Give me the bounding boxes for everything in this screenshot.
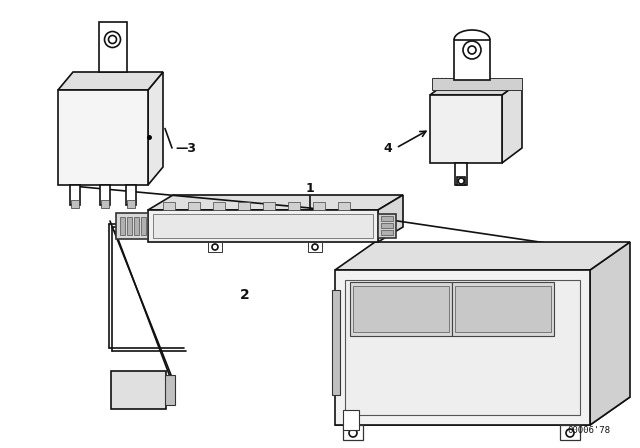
Bar: [165, 375, 175, 405]
Circle shape: [312, 244, 318, 250]
Bar: [126, 185, 136, 205]
Bar: [455, 163, 467, 185]
Bar: [430, 95, 502, 163]
Bar: [454, 40, 490, 80]
Polygon shape: [148, 195, 403, 210]
Polygon shape: [58, 72, 163, 90]
Polygon shape: [430, 80, 522, 95]
Bar: [188, 202, 200, 210]
Bar: [238, 202, 250, 210]
Bar: [134, 217, 139, 235]
Bar: [560, 425, 580, 440]
Circle shape: [463, 41, 481, 59]
Circle shape: [212, 244, 218, 250]
Polygon shape: [378, 195, 403, 242]
Polygon shape: [148, 72, 163, 185]
Bar: [263, 202, 275, 210]
Circle shape: [468, 46, 476, 54]
Bar: [381, 216, 393, 221]
Bar: [288, 202, 300, 210]
Circle shape: [109, 35, 116, 43]
Bar: [381, 230, 393, 235]
Bar: [58, 90, 148, 185]
Bar: [338, 202, 350, 210]
Bar: [127, 217, 132, 235]
Bar: [208, 242, 222, 252]
Polygon shape: [335, 397, 630, 425]
Bar: [120, 217, 125, 235]
Bar: [70, 185, 80, 205]
Bar: [148, 210, 378, 242]
Circle shape: [104, 31, 120, 47]
Circle shape: [349, 429, 357, 437]
Polygon shape: [502, 80, 522, 163]
Circle shape: [458, 178, 464, 184]
Bar: [381, 223, 393, 228]
Polygon shape: [335, 242, 630, 270]
Bar: [343, 425, 363, 440]
Bar: [71, 200, 79, 208]
Text: —3: —3: [175, 142, 196, 155]
Bar: [353, 286, 449, 332]
Bar: [378, 214, 396, 238]
Bar: [213, 202, 225, 210]
Text: 1: 1: [306, 182, 314, 195]
Bar: [116, 213, 148, 239]
Text: 00006'78: 00006'78: [567, 426, 610, 435]
Circle shape: [566, 429, 574, 437]
Bar: [111, 371, 166, 409]
Bar: [127, 200, 135, 208]
Bar: [432, 78, 522, 90]
Polygon shape: [590, 242, 630, 425]
Bar: [141, 217, 146, 235]
Bar: [101, 200, 109, 208]
Bar: [313, 202, 325, 210]
Bar: [457, 177, 465, 185]
Bar: [455, 286, 551, 332]
Text: 2: 2: [240, 288, 250, 302]
Bar: [308, 242, 322, 252]
Bar: [335, 270, 590, 425]
Bar: [345, 280, 580, 415]
Bar: [332, 290, 340, 395]
Bar: [350, 282, 452, 336]
Bar: [100, 185, 110, 205]
Text: 4: 4: [383, 142, 392, 155]
Bar: [99, 22, 127, 72]
Bar: [153, 214, 373, 238]
Bar: [452, 282, 554, 336]
Bar: [163, 202, 175, 210]
Bar: [343, 410, 359, 430]
